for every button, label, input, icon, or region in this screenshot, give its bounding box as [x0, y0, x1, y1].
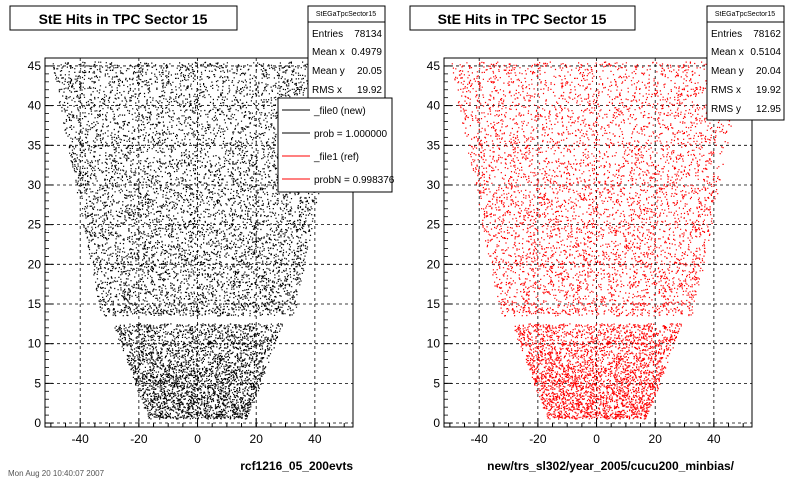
hit-points	[451, 61, 744, 420]
title-box	[9, 5, 238, 31]
stats-frame	[706, 5, 785, 121]
hits	[451, 61, 744, 420]
stats-label: Mean y	[312, 66, 345, 77]
stats-value: 19.92	[357, 85, 382, 96]
x-tick-label: 0	[194, 432, 201, 446]
stats-label: RMS x	[711, 85, 741, 96]
stats-label: Mean x	[312, 47, 345, 58]
stats-value: 0.4979	[351, 47, 382, 58]
stats-name: StEGaTpcSector15	[715, 11, 775, 18]
legend: _file0 (new) prob = 1.000000 _file1 (ref…	[277, 97, 395, 193]
stats-label: Mean y	[711, 66, 744, 77]
axes: -40 -20 0 20 40 0 5 10 15 20 25 30 35 40 45	[28, 59, 345, 446]
chart-title: StE Hits in TPC Sector 15	[438, 11, 607, 27]
legend-label: _file0 (new)	[313, 106, 366, 117]
x-tick-label: 40	[707, 432, 721, 446]
stats-label: Mean x	[711, 47, 744, 58]
y-tick-label: 30	[427, 178, 441, 192]
panel-left: StE Hits in TPC Sector 15 -40 -20 0 20 40 0 5 1…	[9, 5, 395, 473]
y-tick-label: 10	[427, 337, 441, 351]
y-tick-label: 0	[34, 416, 41, 430]
x-tick-label: -20	[529, 432, 547, 446]
plot-area: -40 -20 0 20 40 0 5 10 15 20 25 30 35 40 45	[427, 57, 753, 446]
axes: -40 -20 0 20 40 0 5 10 15 20 25 30 35 40 45	[427, 59, 744, 446]
legend-label: prob = 1.000000	[314, 129, 388, 140]
stats-label: Entries	[312, 29, 343, 40]
x-tick-label: -20	[130, 432, 148, 446]
stats-label: RMS y	[711, 104, 741, 115]
footer-timestamp: Mon Aug 20 10:40:07 2007	[8, 469, 105, 478]
panel-right: StE Hits in TPC Sector 15 -40 -20 0 20 40 0 5 1…	[409, 5, 785, 473]
stats-name: StEGaTpcSector15	[316, 11, 376, 18]
y-tick-label: 5	[433, 376, 440, 390]
stats-value: 12.95	[756, 104, 781, 115]
y-tick-label: 20	[28, 257, 42, 271]
stats-box: StEGaTpcSector15 Entries 78134 Mean x 0.…	[307, 5, 386, 102]
chart-title: StE Hits in TPC Sector 15	[39, 11, 208, 27]
y-tick-label: 40	[28, 99, 42, 113]
y-tick-label: 25	[427, 218, 441, 232]
x-tick-label: -40	[72, 432, 90, 446]
y-tick-label: 25	[28, 218, 42, 232]
stats-value: 78134	[354, 29, 382, 40]
stats-value: 20.05	[357, 66, 382, 77]
stats-value: 20.04	[756, 66, 781, 77]
stats-value: 0.5104	[750, 47, 781, 58]
x-tick-label: 20	[250, 432, 264, 446]
x-tick-label: 20	[649, 432, 663, 446]
stats-value: 78162	[753, 29, 781, 40]
stats-value: 19.92	[756, 85, 781, 96]
y-tick-label: 35	[427, 138, 441, 152]
y-tick-label: 40	[427, 99, 441, 113]
y-tick-label: 30	[28, 178, 42, 192]
y-tick-label: 15	[427, 297, 441, 311]
x-axis-label: new/trs_sl302/year_2005/cucu200_minbias/	[487, 459, 734, 473]
legend-frame	[277, 97, 393, 193]
y-tick-label: 5	[34, 376, 41, 390]
y-tick-label: 15	[28, 297, 42, 311]
title-box	[409, 5, 636, 31]
y-tick-label: 45	[427, 59, 441, 73]
stats-box: StEGaTpcSector15 Entries 78162 Mean x 0.…	[706, 5, 785, 121]
stats-label: RMS x	[312, 85, 342, 96]
x-tick-label: 40	[308, 432, 322, 446]
y-tick-label: 0	[433, 416, 440, 430]
x-axis-label: rcf1216_05_200evts	[240, 459, 353, 473]
y-tick-label: 20	[427, 257, 441, 271]
x-tick-label: 0	[593, 432, 600, 446]
x-tick-label: -40	[471, 432, 489, 446]
stats-label: Entries	[711, 29, 742, 40]
y-tick-label: 45	[28, 59, 42, 73]
legend-label: _file1 (ref)	[313, 152, 359, 163]
y-tick-label: 10	[28, 337, 42, 351]
legend-label: probN = 0.998376	[314, 175, 395, 186]
y-tick-label: 35	[28, 138, 42, 152]
